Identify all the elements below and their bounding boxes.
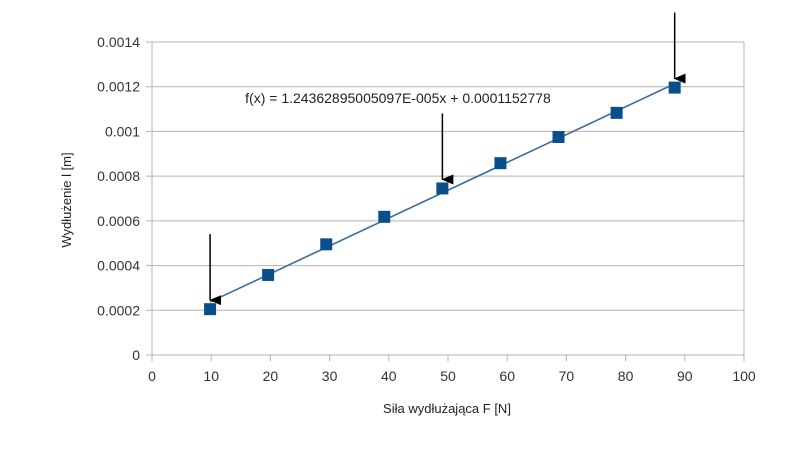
data-point — [378, 210, 391, 223]
data-points — [204, 81, 681, 316]
y-tick-label: 0.0014 — [97, 34, 140, 50]
y-tick-label: 0.0004 — [97, 258, 140, 274]
trendline-equation: f(x) = 1.24362895005097E-005x + 0.000115… — [245, 90, 551, 106]
tick-labels: 0 0.0002 0.0004 0.0006 0.0008 0.001 0.0012 0.00… — [97, 34, 756, 384]
y-tick-label: 0.0002 — [97, 302, 140, 318]
x-tick-label: 70 — [559, 368, 575, 384]
x-axis-title: Siła wydłużająca F [N] — [383, 401, 511, 416]
axes — [146, 41, 745, 361]
x-tick-label: 100 — [732, 368, 756, 384]
data-point — [262, 268, 275, 281]
y-tick-label: 0 — [132, 347, 140, 363]
y-tick-label: 0.0006 — [97, 213, 140, 229]
y-tick-label: 0.0008 — [97, 168, 140, 184]
x-tick-label: 20 — [263, 368, 279, 384]
x-tick-label: 80 — [618, 368, 634, 384]
x-tick-label: 10 — [203, 368, 219, 384]
x-tick-label: 50 — [440, 368, 456, 384]
data-point — [668, 81, 681, 94]
y-tick-label: 0.0012 — [97, 79, 140, 95]
x-tick-label: 90 — [677, 368, 693, 384]
data-point — [320, 238, 333, 251]
x-tick-label: 40 — [381, 368, 397, 384]
data-point — [204, 303, 217, 316]
data-point — [494, 157, 507, 170]
annotation-arrows — [209, 12, 686, 306]
x-tick-label: 0 — [148, 368, 156, 384]
data-point — [552, 131, 565, 144]
data-point — [610, 106, 623, 119]
data-point — [436, 182, 449, 195]
grid-lines — [151, 41, 745, 356]
y-tick-label: 0.001 — [105, 123, 140, 139]
y-axis-title: Wydłużenie l [m] — [59, 152, 74, 247]
x-tick-label: 30 — [322, 368, 338, 384]
x-tick-label: 60 — [499, 368, 515, 384]
